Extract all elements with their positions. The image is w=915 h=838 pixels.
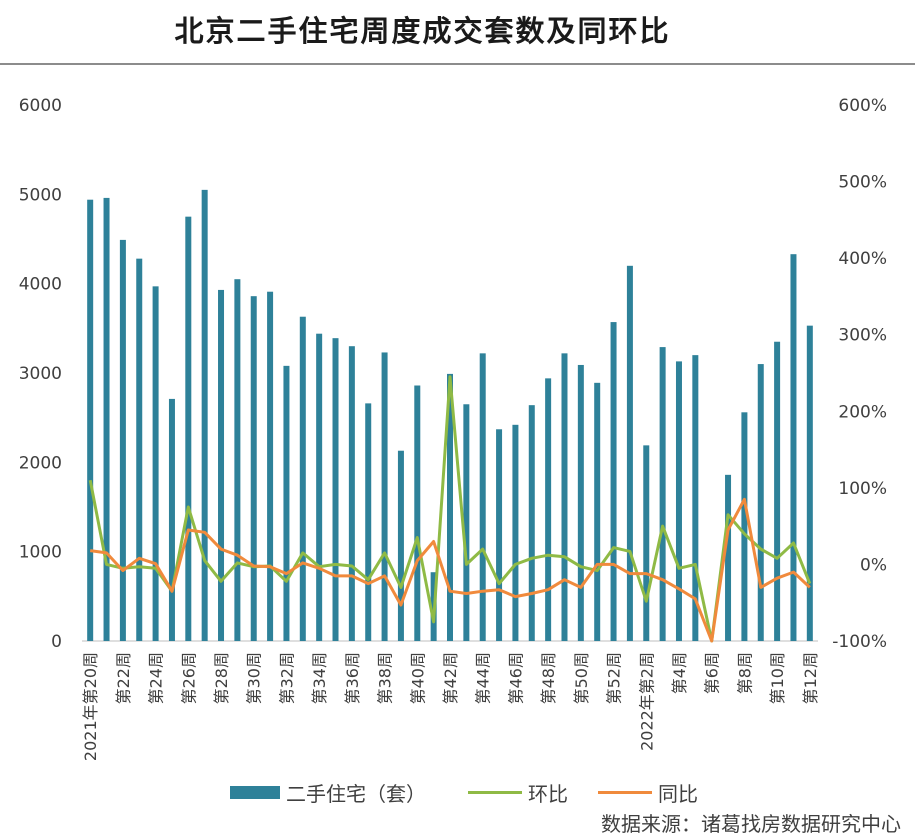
chart-title: 北京二手住宅周度成交套数及同环比 xyxy=(174,14,671,48)
bar xyxy=(610,322,617,641)
bar xyxy=(119,239,126,642)
bar xyxy=(496,429,503,641)
title-divider xyxy=(0,63,915,65)
legend-swatch-ring xyxy=(468,791,522,794)
right-tick-label: 200% xyxy=(838,402,887,422)
bar xyxy=(545,378,552,641)
x-tick-label: 第34周 xyxy=(310,652,329,704)
bar xyxy=(479,353,486,641)
bar xyxy=(397,450,404,641)
bar xyxy=(725,474,732,641)
left-tick-label: 5000 xyxy=(19,185,62,205)
x-tick-label: 第6周 xyxy=(703,652,722,694)
left-tick-label: 6000 xyxy=(19,96,62,116)
right-tick-label: -100% xyxy=(832,632,887,652)
left-tick-label: 2000 xyxy=(19,453,62,473)
bar xyxy=(299,316,306,641)
ring-ratio-line xyxy=(88,375,812,643)
bar xyxy=(348,346,355,641)
left-tick-label: 3000 xyxy=(19,364,62,384)
bar xyxy=(675,361,682,641)
bar xyxy=(577,364,584,641)
x-tick-label: 第50周 xyxy=(572,652,591,704)
legend-swatch-yoy xyxy=(598,791,652,794)
bar xyxy=(267,291,274,641)
legend-label-bar: 二手住宅（套） xyxy=(286,782,426,806)
bar xyxy=(561,353,568,641)
right-tick-label: 0% xyxy=(860,555,887,575)
bar xyxy=(201,189,208,641)
bar xyxy=(152,286,159,641)
bar xyxy=(659,347,666,641)
x-tick-label: 2022年第2周 xyxy=(637,652,656,751)
bar xyxy=(332,338,339,641)
bar xyxy=(136,258,143,641)
bar xyxy=(806,325,813,641)
right-tick-label: 100% xyxy=(838,479,887,499)
legend: 二手住宅（套） 环比 同比 xyxy=(0,778,915,807)
x-tick-label: 第40周 xyxy=(408,652,427,704)
bar xyxy=(185,216,192,641)
bar xyxy=(626,265,633,641)
x-tick-label: 第10周 xyxy=(768,652,787,704)
bar xyxy=(594,382,601,641)
bar xyxy=(643,445,650,641)
bar xyxy=(168,398,175,641)
legend-item-yoy: 同比 xyxy=(598,778,698,807)
bar xyxy=(447,373,453,641)
left-tick-label: 4000 xyxy=(19,275,62,295)
x-tick-label: 第32周 xyxy=(277,652,296,704)
x-tick-label: 第28周 xyxy=(212,652,231,704)
x-tick-label: 第48周 xyxy=(539,652,558,704)
bar xyxy=(87,199,94,641)
bar xyxy=(365,403,372,641)
x-tick-label: 第38周 xyxy=(376,652,395,704)
bar xyxy=(774,341,781,641)
right-tick-label: 300% xyxy=(838,326,887,346)
bar xyxy=(528,405,535,641)
x-tick-label: 第52周 xyxy=(605,652,624,704)
x-tick-label: 第22周 xyxy=(114,652,133,704)
x-tick-label: 第8周 xyxy=(735,652,754,694)
x-tick-label: 第46周 xyxy=(506,652,525,704)
bar xyxy=(512,424,519,641)
bar xyxy=(414,385,421,641)
left-tick-label: 1000 xyxy=(19,543,62,563)
bar xyxy=(692,355,699,641)
bar xyxy=(741,412,748,641)
x-tick-label: 第36周 xyxy=(343,652,362,704)
right-tick-label: 600% xyxy=(838,96,887,116)
x-tick-label: 第26周 xyxy=(179,652,198,704)
x-tick-label: 第24周 xyxy=(147,652,166,704)
x-tick-label: 第30周 xyxy=(245,652,264,704)
bar xyxy=(757,364,764,641)
bar xyxy=(234,279,241,641)
bar xyxy=(316,333,323,641)
bar xyxy=(218,289,225,641)
legend-swatch-bar xyxy=(230,786,280,799)
bar xyxy=(381,352,388,641)
bar xyxy=(790,254,797,642)
bar xyxy=(103,197,110,641)
bar xyxy=(250,296,257,641)
right-tick-label: 500% xyxy=(838,173,887,193)
x-tick-label: 2021年第20周 xyxy=(81,652,100,761)
bar xyxy=(463,404,470,641)
bar xyxy=(283,365,290,641)
legend-label-yoy: 同比 xyxy=(658,782,698,806)
x-tick-label: 第42周 xyxy=(441,652,460,704)
left-tick-label: 0 xyxy=(51,632,62,652)
legend-item-ring: 环比 xyxy=(468,778,568,807)
legend-item-bar: 二手住宅（套） xyxy=(230,778,426,807)
yoy-ratio-line xyxy=(89,497,811,643)
x-tick-label: 第12周 xyxy=(801,652,820,704)
legend-label-ring: 环比 xyxy=(528,782,568,806)
right-tick-label: 400% xyxy=(838,249,887,269)
x-tick-label: 第44周 xyxy=(474,652,493,704)
source-note: 数据来源：诸葛找房数据研究中心 xyxy=(601,812,901,836)
x-tick-label: 第4周 xyxy=(670,652,689,694)
